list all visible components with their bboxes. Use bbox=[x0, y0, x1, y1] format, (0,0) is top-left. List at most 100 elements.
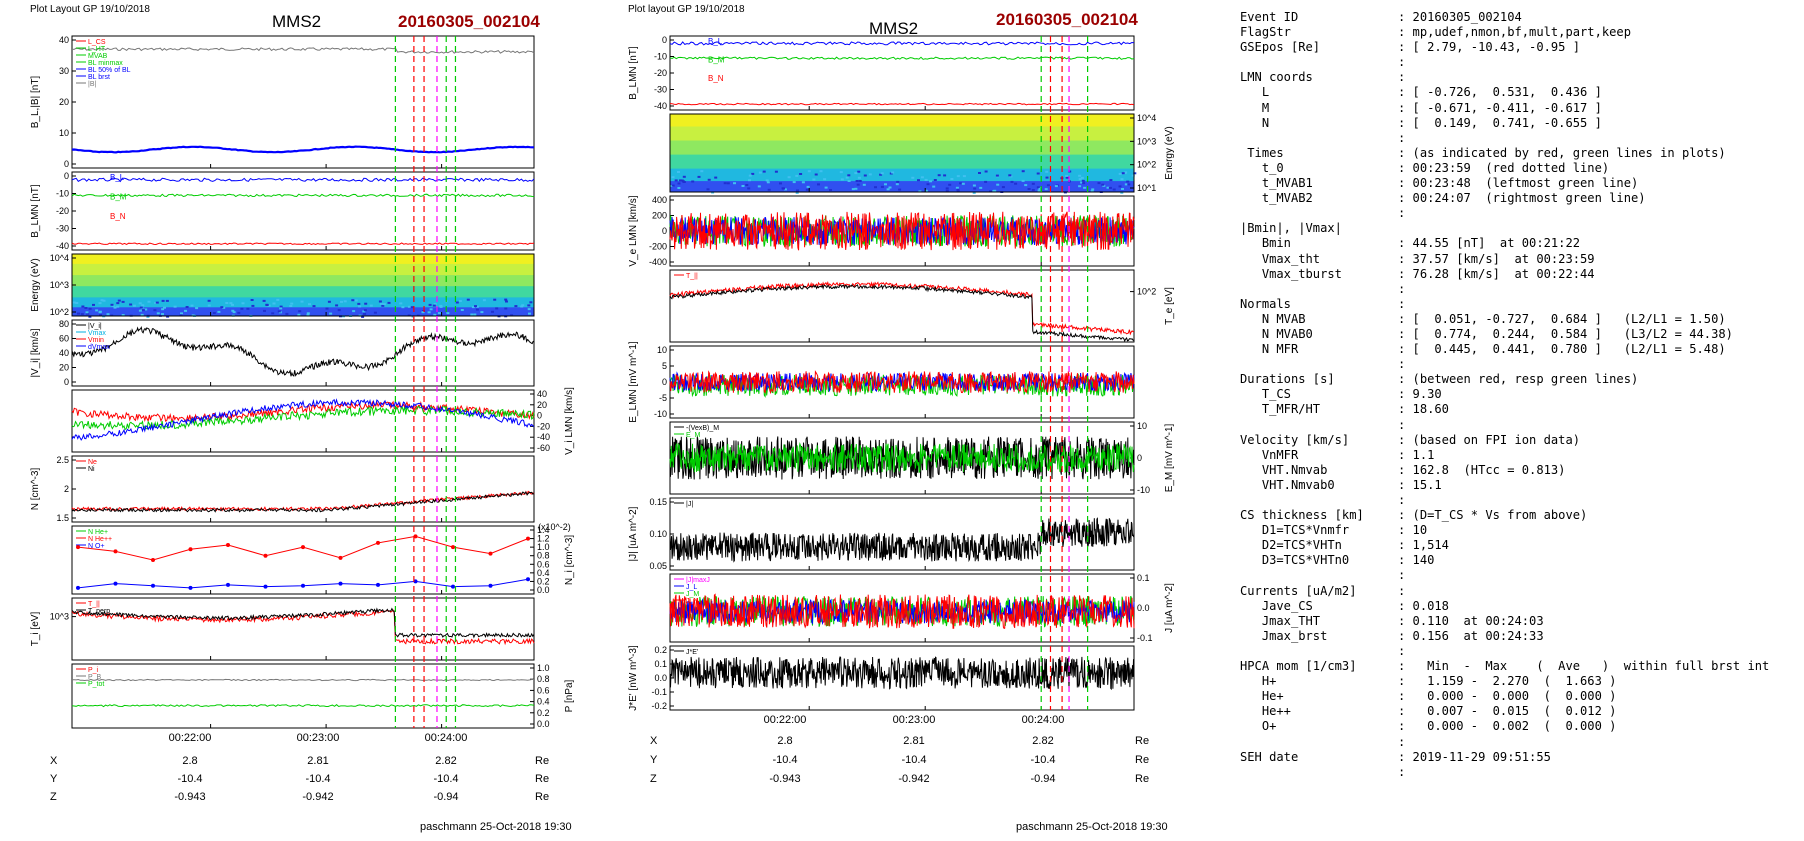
summary-value: : 00:23:48 (leftmost green line) bbox=[1398, 176, 1639, 191]
y-tick-label: 10^3 bbox=[50, 612, 69, 622]
spectrogram-speckle bbox=[361, 315, 365, 318]
spectrogram-speckle bbox=[279, 305, 283, 308]
spectrogram-speckle bbox=[520, 305, 524, 308]
y-axis-label: Energy (eV) bbox=[30, 258, 41, 311]
summary-label: CS thickness [km] bbox=[1240, 508, 1364, 523]
series-trace bbox=[669, 211, 1135, 251]
spectrogram-speckle bbox=[829, 189, 832, 191]
spectrogram-speckle bbox=[884, 183, 887, 186]
summary-row: M: [ -0.671, -0.411, -0.617 ] bbox=[1240, 101, 1800, 116]
spectrogram-speckle bbox=[1024, 184, 1028, 187]
panel-frame bbox=[669, 35, 1135, 111]
spectrogram-band bbox=[670, 181, 1134, 193]
right-pos-label-y: Y bbox=[650, 754, 658, 766]
right-plot-meta: Plot layout GP 19/10/2018 bbox=[628, 4, 745, 15]
panel-frame bbox=[71, 525, 535, 595]
spectrogram-speckle bbox=[783, 188, 787, 191]
spectrogram-speckle bbox=[121, 314, 125, 316]
spectrogram-speckle bbox=[714, 176, 718, 179]
spectrogram-speckle bbox=[1021, 170, 1025, 173]
spectrogram-speckle bbox=[1081, 179, 1085, 182]
spectrogram-speckle bbox=[88, 315, 92, 318]
spectrogram-speckle bbox=[161, 313, 164, 316]
right-footer: paschmann 25-Oct-2018 19:30 bbox=[1016, 821, 1168, 833]
legend-label: N O+ bbox=[88, 543, 105, 550]
summary-label bbox=[1240, 282, 1398, 297]
y-tick-label: -5 bbox=[659, 393, 667, 403]
spectrogram-speckle bbox=[1014, 182, 1018, 185]
summary-row: He++: 0.007 - 0.015 ( 0.012 ) bbox=[1240, 704, 1800, 719]
spectrogram-speckle bbox=[529, 301, 533, 304]
series-trace bbox=[669, 593, 1135, 630]
spectrogram-speckle bbox=[491, 310, 494, 313]
spectrogram-speckle bbox=[989, 190, 993, 193]
spectrogram-speckle bbox=[1121, 172, 1125, 175]
spectrogram-speckle bbox=[1120, 178, 1124, 181]
summary-value: : 76.28 [km/s] at 00:22:44 bbox=[1398, 266, 1595, 281]
spectrogram-speckle bbox=[251, 304, 255, 307]
spectrogram-speckle bbox=[433, 303, 437, 305]
spectrogram-speckle bbox=[433, 313, 437, 316]
spectrogram-speckle bbox=[792, 181, 796, 184]
series-trace bbox=[669, 370, 1135, 395]
spectrogram-speckle bbox=[888, 186, 892, 189]
spectrogram-speckle bbox=[1065, 174, 1069, 177]
spectrogram-speckle bbox=[460, 309, 464, 311]
spectrogram-speckle bbox=[1124, 183, 1128, 186]
summary-value: : bbox=[1398, 583, 1406, 598]
spectrogram-speckle bbox=[682, 175, 686, 178]
spectrogram-band bbox=[670, 140, 1134, 155]
left-time-tick-2: 00:23:00 bbox=[297, 732, 340, 744]
left-pos-label-z: Z bbox=[50, 791, 57, 803]
spectrogram-speckle bbox=[854, 187, 858, 190]
y-tick-label: -40 bbox=[56, 241, 69, 251]
legend-label: T_|| bbox=[88, 601, 100, 608]
summary-row: VHT.Nmvab0: 15.1 bbox=[1240, 478, 1800, 493]
spectrogram-speckle bbox=[271, 312, 275, 315]
spectrogram-speckle bbox=[856, 183, 860, 186]
summary-value: : 20160305_002104 bbox=[1398, 10, 1522, 24]
spectrogram-speckle bbox=[363, 309, 367, 312]
spectrogram-speckle bbox=[437, 312, 441, 315]
spectrogram-speckle bbox=[858, 180, 862, 182]
summary-label bbox=[1240, 357, 1398, 372]
legend-label: T_|| bbox=[686, 273, 698, 280]
spectrogram-speckle bbox=[1078, 174, 1082, 177]
summary-value: : 18.60 bbox=[1398, 402, 1449, 417]
y-tick-label: -30 bbox=[654, 85, 667, 95]
y-tick-label: 20 bbox=[59, 363, 69, 373]
spectrogram-speckle bbox=[300, 300, 304, 303]
spectrogram-speckle bbox=[767, 188, 771, 191]
right-pos-unit-x: Re bbox=[1135, 735, 1149, 747]
summary-value: : (based on FPI ion data) bbox=[1398, 432, 1581, 447]
legend-label: BL 50% of BL bbox=[88, 67, 131, 74]
spectrogram-speckle bbox=[891, 171, 895, 174]
spectrogram-speckle bbox=[1021, 179, 1025, 182]
y-tick-label: 10 bbox=[657, 345, 667, 355]
right-pos-z-1: -0.943 bbox=[769, 773, 800, 785]
legend-label: Ni bbox=[88, 466, 95, 473]
y-tick-label: 10^2 bbox=[1137, 160, 1156, 170]
summary-label: M bbox=[1240, 100, 1270, 115]
spectrogram-speckle bbox=[140, 313, 144, 316]
spectrogram-speckle bbox=[943, 174, 947, 177]
legend-label: N He++ bbox=[88, 536, 112, 543]
series-trace bbox=[71, 405, 535, 431]
summary-label: VHT.Nmvab bbox=[1240, 462, 1328, 477]
spectrogram-speckle bbox=[212, 312, 216, 314]
y-tick-label: 0.05 bbox=[649, 561, 667, 571]
series-trace bbox=[71, 325, 535, 377]
left-pos-unit-z: Re bbox=[535, 791, 549, 803]
spectrogram-speckle bbox=[99, 313, 103, 316]
summary-row: O+: 0.000 - 0.002 ( 0.000 ) bbox=[1240, 719, 1800, 734]
spectrogram-speckle bbox=[993, 189, 997, 192]
spectrogram-speckle bbox=[801, 181, 805, 184]
left-pos-z-3: -0.94 bbox=[433, 791, 458, 803]
right-pos-unit-y: Re bbox=[1135, 754, 1149, 766]
spectrogram-speckle bbox=[428, 303, 432, 306]
spectrogram-speckle bbox=[945, 187, 949, 190]
left-time-tick-3: 00:24:00 bbox=[425, 732, 468, 744]
y-tick-label: 0.6 bbox=[537, 685, 550, 695]
